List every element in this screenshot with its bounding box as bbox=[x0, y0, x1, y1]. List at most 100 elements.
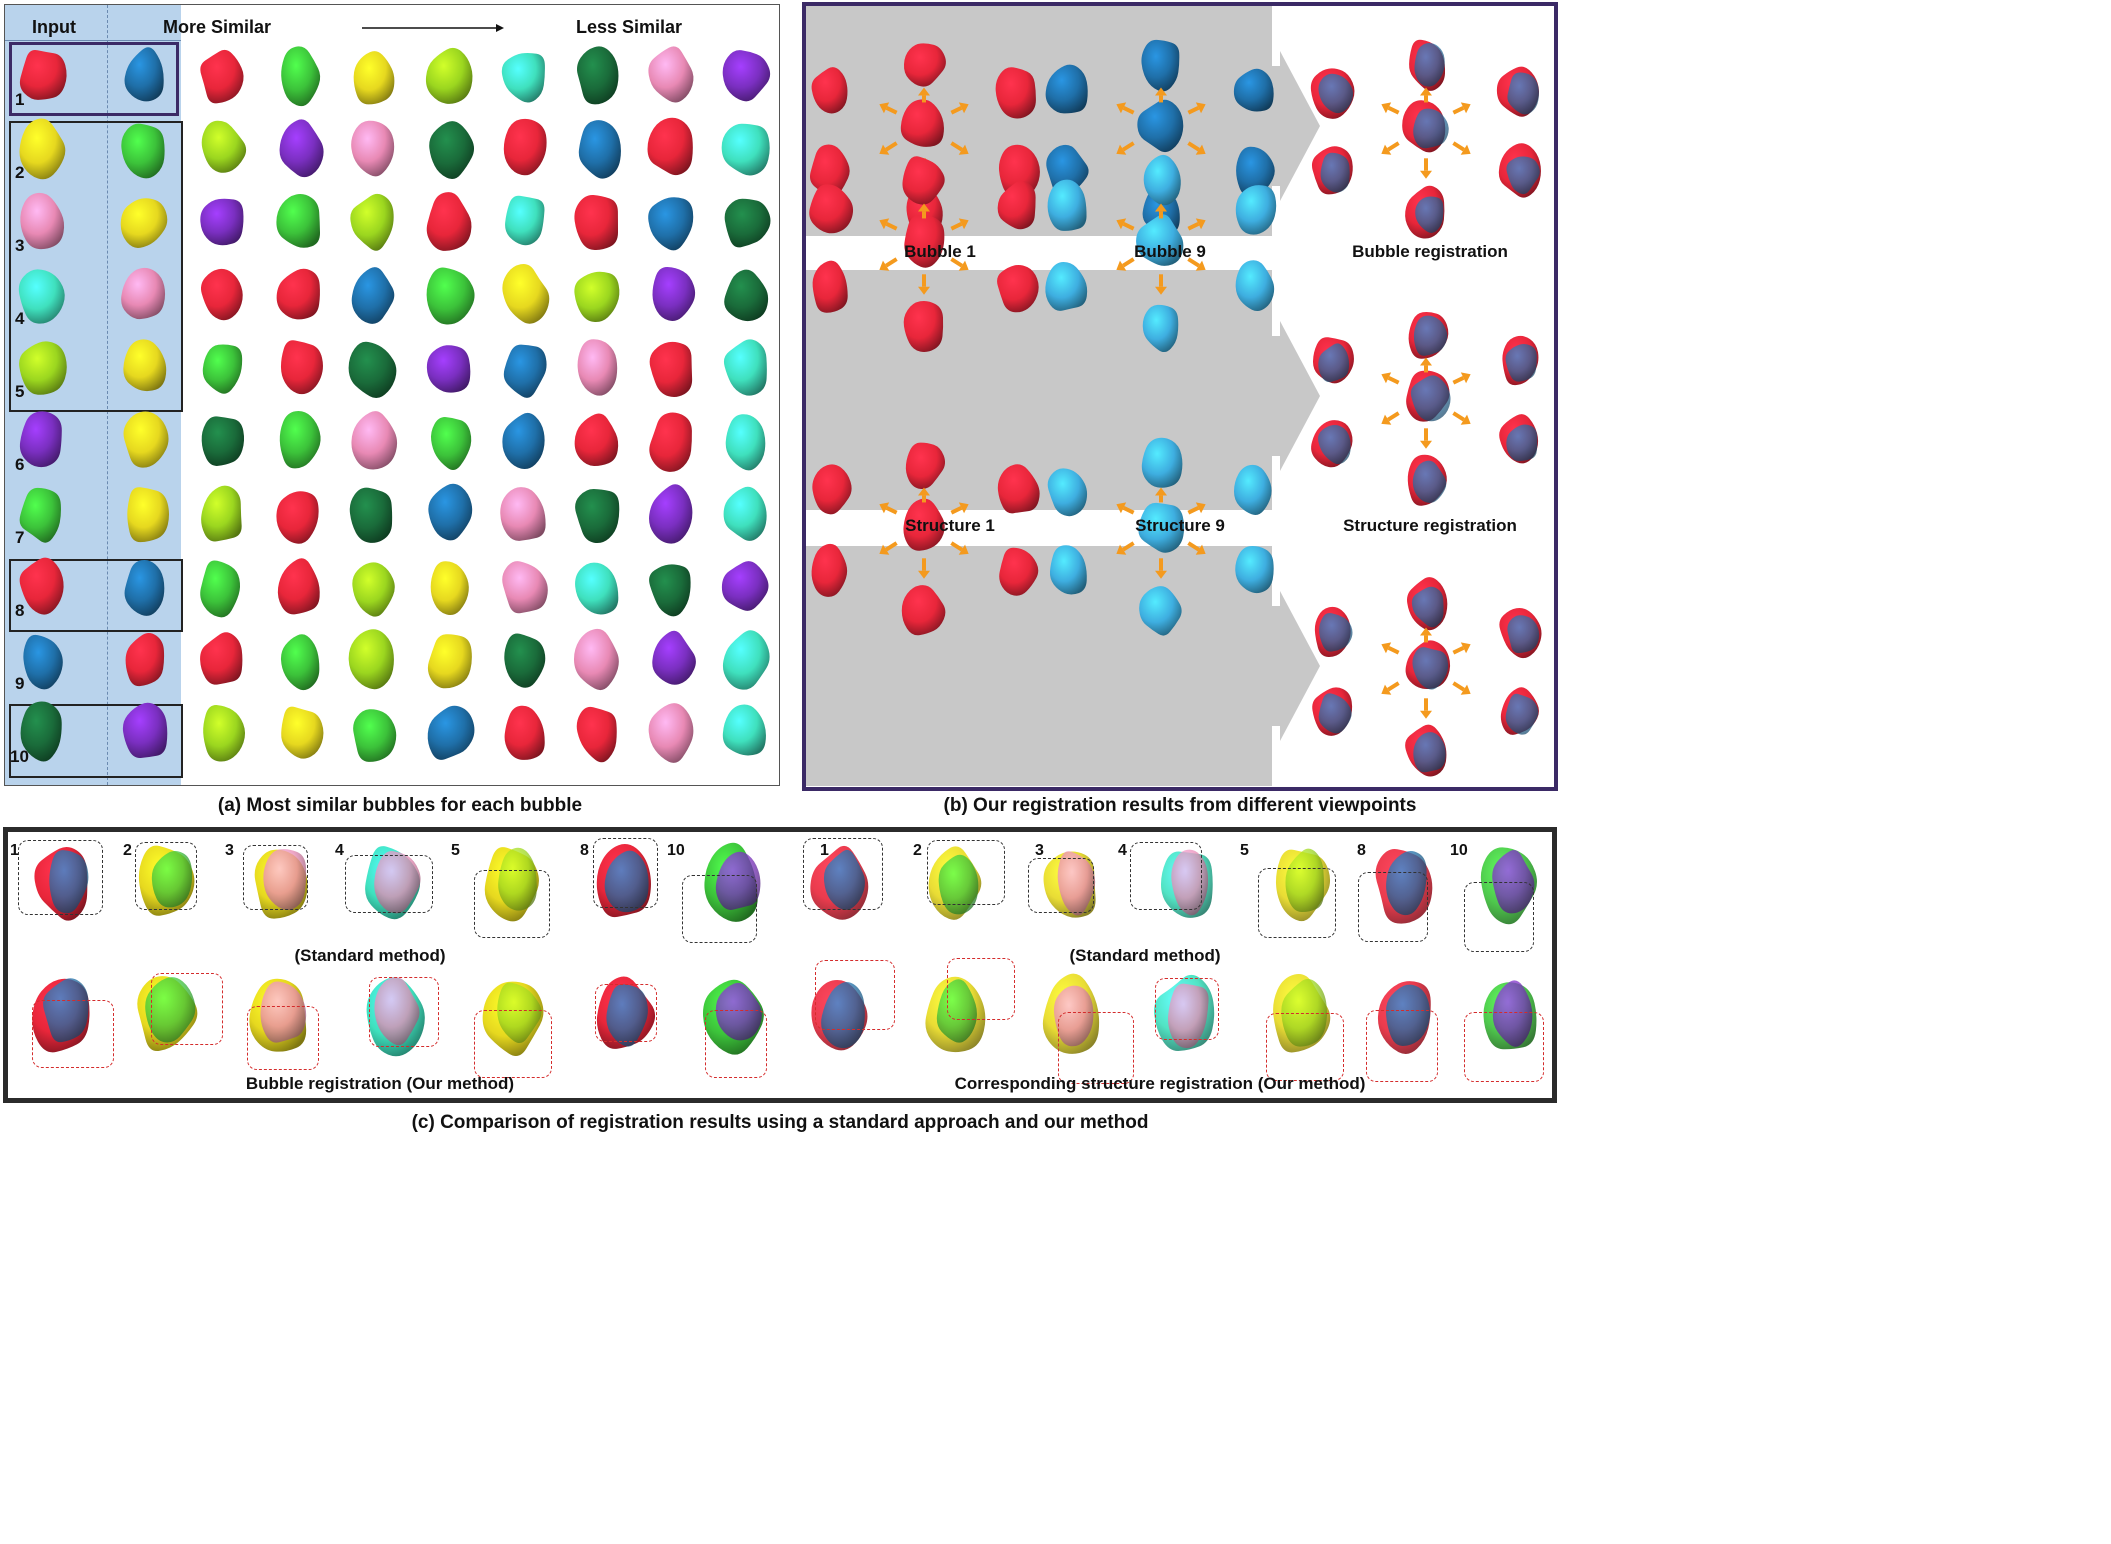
std-bubble-7-b bbox=[715, 851, 761, 910]
b-reg-2-view-5-overlay bbox=[1505, 693, 1539, 735]
b-blue-0-view-4 bbox=[1046, 144, 1089, 195]
bubble-r2-c7 bbox=[503, 118, 547, 176]
bubble-r8-c2 bbox=[124, 559, 165, 616]
b-blue-1-arrow-5 bbox=[1187, 257, 1206, 271]
bubble-r8-c4 bbox=[277, 558, 320, 615]
std-bubble-4-b bbox=[374, 851, 421, 914]
b-blue-0-arrow-3 bbox=[1187, 102, 1206, 115]
our-bubble-6-b bbox=[606, 984, 648, 1047]
bubble-r7-c6 bbox=[428, 483, 473, 541]
bubble-r5-c9 bbox=[649, 341, 693, 397]
caption-c: (c) Comparison of registration results u… bbox=[411, 1112, 1149, 1133]
bubble-r2-c9 bbox=[647, 117, 693, 176]
bubble-r9-c2 bbox=[125, 632, 165, 687]
bubble-r4-c2 bbox=[121, 267, 166, 320]
gray-block-3 bbox=[806, 546, 1272, 786]
std-dashed-box-5 bbox=[474, 870, 550, 938]
bubble-r10-c5 bbox=[353, 709, 397, 762]
b-red-1-view-2 bbox=[809, 184, 854, 234]
b-reg-2-view-1-overlay bbox=[1411, 586, 1444, 628]
bubble-r6-c8 bbox=[574, 413, 619, 467]
bubble-r5-c8 bbox=[577, 339, 618, 396]
comparison-id-left-10: 10 bbox=[667, 842, 685, 859]
b-red-2-view-3 bbox=[997, 464, 1040, 514]
b-reg-2-arrow-6 bbox=[1420, 698, 1432, 719]
b-red-2-arrow-4 bbox=[879, 541, 898, 555]
bubble-r9-c5 bbox=[348, 629, 394, 690]
std-dashed-box-4 bbox=[345, 855, 433, 913]
row-label-2: 2 bbox=[15, 163, 25, 182]
b-red-1-center bbox=[904, 214, 945, 268]
our-dashed-box-9 bbox=[947, 958, 1015, 1020]
std-dashed-box-9 bbox=[927, 840, 1005, 905]
bubble-r3-c5 bbox=[350, 193, 394, 251]
bubble-r4-c10 bbox=[724, 269, 769, 322]
bubble-r10-c10 bbox=[722, 704, 766, 756]
panel-b-frame bbox=[802, 2, 1558, 791]
our-structure-1-b bbox=[821, 982, 865, 1049]
b-blue-1-view-2 bbox=[1047, 179, 1087, 231]
b-red-0-view-3 bbox=[995, 67, 1036, 119]
bubble-r2-c4 bbox=[279, 119, 324, 178]
bubble-r8-c5 bbox=[352, 562, 395, 617]
b-blue-1-arrow-6 bbox=[1155, 274, 1167, 295]
std-dashed-box-14 bbox=[1464, 882, 1534, 952]
ours-label-right: Corresponding structure registration (Ou… bbox=[954, 1074, 1366, 1093]
bubble-r5-c7 bbox=[503, 344, 547, 398]
bubble-r8-c6 bbox=[430, 561, 469, 616]
our-dashed-box-14 bbox=[1464, 1012, 1544, 1082]
bubble-r7-c3 bbox=[201, 485, 242, 542]
b-blue-1-view-5 bbox=[1235, 260, 1275, 312]
bubble-r3-c3 bbox=[200, 198, 244, 246]
b-blue-2-arrow-6 bbox=[1155, 558, 1167, 579]
bubble-r9-c7 bbox=[504, 633, 546, 688]
label-bubble-1: Bubble 1 bbox=[904, 242, 976, 261]
b-blue-2-view-5 bbox=[1235, 546, 1274, 594]
comparison-id-right-10: 10 bbox=[1450, 842, 1468, 859]
bubble-r5-c6 bbox=[426, 345, 471, 393]
bubble-r3-c8 bbox=[574, 194, 618, 250]
b-reg-0-arrow-6 bbox=[1420, 158, 1432, 179]
b-reg-0-arrow-4 bbox=[1381, 141, 1400, 155]
b-blue-2-arrow-5 bbox=[1187, 541, 1206, 555]
bubble-r10-c7 bbox=[504, 705, 545, 760]
b-reg-0-view-5-overlay bbox=[1506, 156, 1540, 195]
b-blue-2-arrow-1 bbox=[1155, 487, 1167, 503]
our-dashed-box-8 bbox=[815, 960, 895, 1030]
our-bubble-3-b bbox=[260, 981, 307, 1043]
our-dashed-box-7 bbox=[705, 1010, 767, 1078]
bubble-r10-c8 bbox=[576, 706, 617, 763]
our-dashed-box-11 bbox=[1155, 978, 1219, 1040]
bubble-r6-c6 bbox=[430, 417, 472, 470]
bubble-r7-c9 bbox=[649, 484, 693, 544]
b-reg-2-arrow-4 bbox=[1381, 681, 1400, 695]
input-divider bbox=[107, 5, 108, 785]
bubble-r1-c7 bbox=[501, 52, 545, 103]
b-reg-0-arrow-3 bbox=[1452, 102, 1471, 115]
bubble-r5-c5 bbox=[348, 341, 397, 399]
b-red-1-view-1 bbox=[902, 156, 945, 205]
bubble-r3-c6 bbox=[426, 192, 472, 251]
bubble-r6-c2 bbox=[123, 411, 169, 468]
std-bubble-1-b bbox=[49, 850, 89, 914]
b-red-0-view-4 bbox=[809, 144, 850, 199]
std-dashed-box-10 bbox=[1028, 858, 1094, 913]
b-reg-1-arrow-4 bbox=[1381, 411, 1400, 425]
caption-a: (a) Most similar bubbles for each bubble bbox=[217, 795, 583, 816]
bubble-r10-c9 bbox=[648, 703, 694, 763]
b-blue-1-view-6 bbox=[1142, 304, 1179, 353]
our-bubble-1-b bbox=[43, 978, 89, 1043]
b-reg-1-arrow-2 bbox=[1381, 372, 1400, 385]
label-bubble-9: Bubble 9 bbox=[1134, 242, 1206, 261]
label-structure-registration: Structure registration bbox=[1343, 516, 1517, 535]
bubble-r8-c3 bbox=[200, 560, 241, 618]
std-dashed-box-7 bbox=[682, 875, 757, 943]
std-dashed-box-11 bbox=[1130, 842, 1202, 910]
header-input: Input bbox=[32, 17, 76, 37]
bubble-r4-c7 bbox=[502, 264, 550, 324]
bubble-r10-c4 bbox=[281, 706, 324, 759]
b-reg-0-view-1-overlay bbox=[1414, 43, 1445, 87]
b-red-0-view-2 bbox=[811, 67, 848, 114]
bubble-r7-c4 bbox=[276, 491, 319, 544]
bubble-r2-c10 bbox=[721, 123, 770, 176]
